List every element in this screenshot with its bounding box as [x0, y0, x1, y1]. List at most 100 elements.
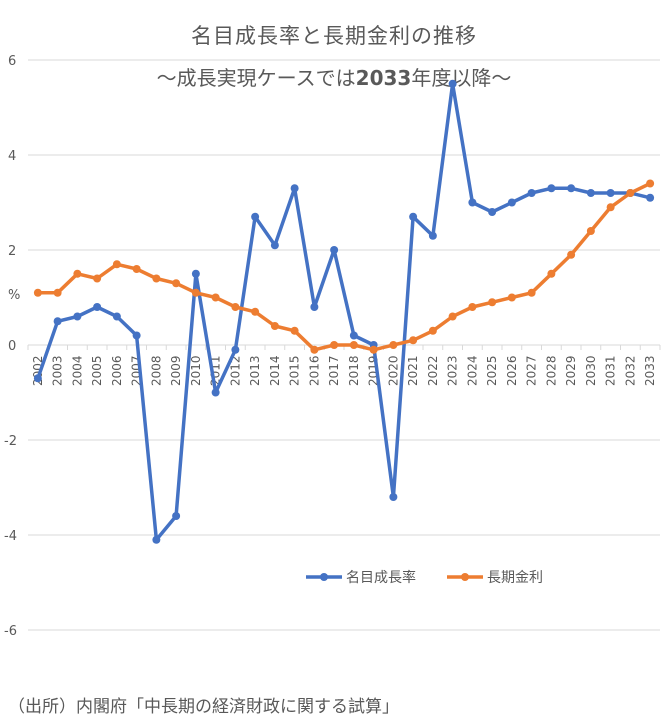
data-point-marker — [389, 341, 398, 349]
data-point-marker — [488, 208, 497, 216]
x-axis: 2002 2003 2004 2005 2006 2007 2008 2009 2010 2011… — [27, 344, 661, 386]
data-point-marker — [310, 345, 319, 354]
data-point-marker — [73, 269, 82, 278]
data-point-marker — [626, 189, 635, 197]
x-tick-label: 2003 — [51, 355, 65, 386]
y-tick-label: 0 — [8, 339, 16, 354]
data-point-marker — [349, 331, 358, 340]
data-point-marker — [468, 303, 477, 311]
x-tick-label: 2010 — [189, 355, 203, 386]
x-tick-label: 2027 — [525, 355, 539, 386]
y-tick-label: 2 — [8, 244, 16, 259]
x-tick-label: 2030 — [584, 355, 598, 386]
data-point-marker — [507, 198, 516, 207]
data-point-marker — [191, 269, 200, 278]
chart-title: 名目成長率と長期金利の推移 — [191, 24, 477, 48]
data-point-marker — [231, 303, 240, 311]
data-point-marker — [270, 241, 279, 250]
x-tick-label: 2028 — [544, 355, 558, 386]
legend-item-long-term-rate: 長期金利 — [447, 570, 543, 586]
chart-subtitle: ～成長実現ケースでは2033年度以降～ — [0, 62, 668, 91]
x-tick-label: 2015 — [288, 355, 302, 386]
data-point-marker — [567, 250, 576, 259]
x-tick-label: 2020 — [386, 355, 400, 386]
data-point-marker — [290, 326, 299, 335]
data-point-marker — [310, 303, 319, 311]
series-lines — [33, 79, 655, 544]
data-point-marker — [428, 326, 437, 335]
subtitle-year: 2033 — [355, 66, 412, 90]
data-point-marker — [172, 512, 181, 520]
data-point-marker — [606, 203, 615, 212]
data-point-marker — [191, 288, 200, 297]
data-point-marker — [409, 212, 418, 221]
data-point-marker — [211, 388, 220, 397]
x-tick-label: 2014 — [268, 355, 282, 386]
data-point-marker — [586, 189, 595, 197]
x-tick-label: 2033 — [643, 355, 657, 386]
data-point-marker — [507, 293, 516, 302]
x-tick-label: 2006 — [110, 355, 124, 386]
x-tick-label: 2029 — [564, 355, 578, 386]
series-nominal-growth — [33, 79, 655, 544]
data-point-marker — [270, 322, 279, 330]
data-point-marker — [93, 274, 102, 283]
data-point-marker — [448, 312, 457, 321]
subtitle-prefix: ～成長実現ケースでは — [156, 66, 356, 90]
data-point-marker — [646, 179, 655, 188]
data-point-marker — [112, 312, 121, 321]
data-point-marker — [488, 298, 497, 307]
legend-swatch-marker — [320, 573, 328, 581]
data-point-marker — [646, 193, 655, 202]
legend-swatch-marker — [461, 573, 469, 581]
data-point-marker — [330, 341, 339, 349]
x-tick-label: 2013 — [248, 355, 262, 386]
data-point-marker — [152, 274, 161, 283]
y-tick-label: -4 — [4, 529, 17, 544]
data-point-marker — [330, 246, 339, 254]
data-point-marker — [33, 374, 42, 383]
data-point-marker — [231, 345, 240, 354]
data-point-marker — [53, 317, 62, 326]
data-point-marker — [409, 336, 418, 345]
data-point-marker — [251, 212, 260, 221]
data-point-marker — [290, 184, 299, 193]
x-tick-label: 2026 — [505, 355, 519, 386]
x-tick-label: 2018 — [347, 355, 361, 386]
y-tick-label: 4 — [8, 149, 16, 164]
x-tick-label: 2023 — [446, 355, 460, 386]
gridlines — [28, 59, 660, 631]
data-point-marker — [389, 493, 398, 501]
data-point-marker — [93, 303, 102, 311]
x-tick-label: 2017 — [327, 355, 341, 386]
x-tick-label: 2032 — [623, 355, 637, 386]
data-point-marker — [547, 184, 556, 193]
data-point-marker — [132, 265, 141, 273]
series-line — [36, 82, 651, 542]
x-tick-label: 2031 — [604, 355, 618, 386]
data-point-marker — [53, 288, 62, 297]
legend-item-nominal-growth: 名目成長率 — [306, 569, 416, 586]
data-point-marker — [33, 288, 42, 297]
x-tick-label: 2009 — [169, 355, 183, 386]
legend-label: 長期金利 — [487, 570, 543, 586]
x-tick-label: 2012 — [228, 355, 242, 386]
data-point-marker — [73, 312, 82, 321]
legend-label: 名目成長率 — [346, 569, 416, 586]
data-point-marker — [527, 189, 536, 197]
x-tick-label: 2004 — [70, 355, 84, 386]
y-axis-unit-label: % — [8, 288, 20, 303]
data-point-marker — [468, 198, 477, 207]
x-tick-label: 2008 — [149, 355, 163, 386]
data-point-marker — [349, 341, 358, 349]
y-tick-label: -6 — [4, 624, 17, 639]
x-tick-label: 2022 — [426, 355, 440, 386]
x-tick-label: 2021 — [406, 355, 420, 386]
data-point-marker — [211, 293, 220, 302]
source-note: （出所）内閣府「中長期の経済財政に関する試算」 — [8, 697, 399, 717]
data-point-marker — [586, 227, 595, 235]
x-tick-label: 2005 — [90, 355, 104, 386]
data-point-marker — [251, 307, 260, 316]
data-point-marker — [448, 79, 457, 88]
